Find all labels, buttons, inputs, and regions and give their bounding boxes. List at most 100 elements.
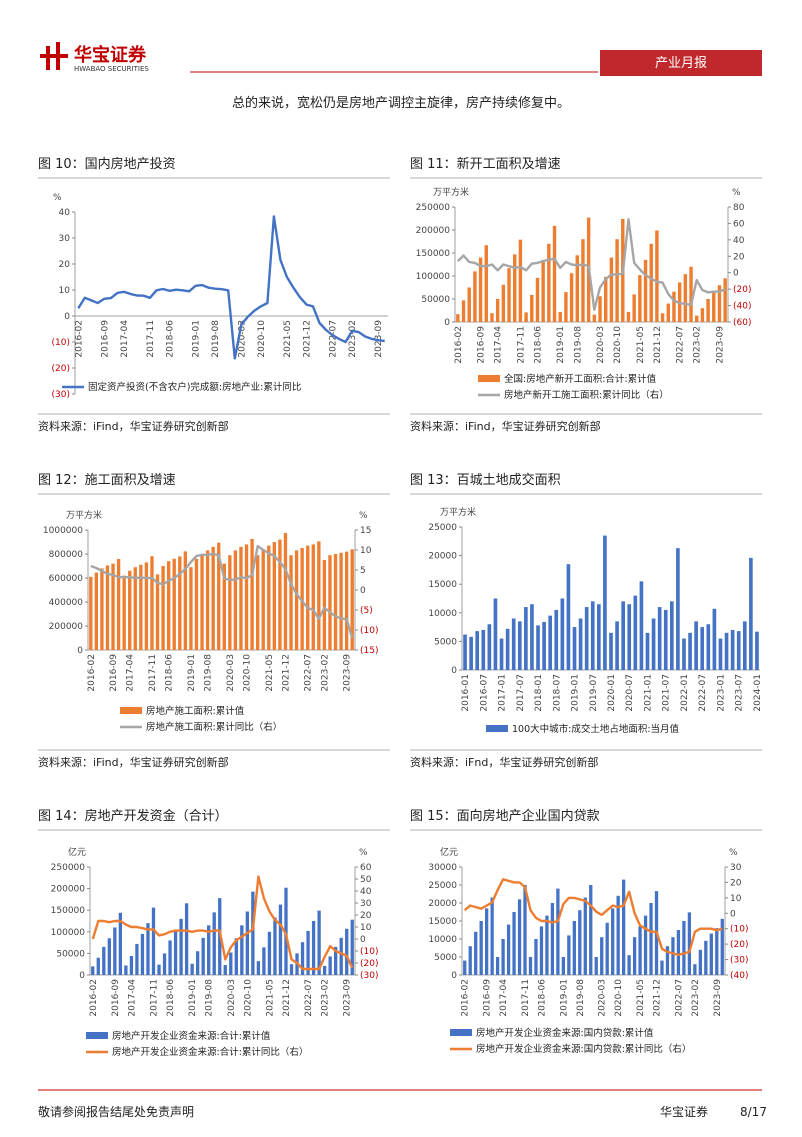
bar — [632, 294, 636, 322]
bar — [161, 566, 165, 650]
bar — [511, 618, 516, 670]
y2-tick-label: 10 — [730, 894, 742, 904]
bar — [244, 544, 249, 650]
bar — [611, 908, 615, 975]
y2-tick-label: 10 — [360, 546, 372, 556]
x-tick-label: 2021-05 — [283, 320, 293, 358]
y-tick-label: 600000 — [49, 574, 84, 584]
bar — [560, 598, 565, 670]
y2-tick-label: (10) — [730, 925, 748, 935]
x-tick-label: 2023-02 — [348, 320, 358, 358]
x-tick-label: 2022-07 — [676, 326, 686, 364]
bar — [539, 926, 544, 975]
bar — [155, 574, 160, 650]
bar — [189, 567, 193, 650]
figure-source: 资料来源：iFind，华宝证券研究创新部 — [410, 419, 601, 433]
bar — [534, 939, 538, 975]
x-tick-label: 2019-01 — [571, 674, 581, 712]
y-tick-label: 100000 — [51, 928, 86, 938]
bar — [682, 921, 686, 975]
bar — [146, 923, 150, 975]
y-tick-label: 40 — [59, 208, 71, 218]
bar — [621, 879, 626, 975]
x-tick-label: 2019-01 — [187, 654, 197, 692]
bar — [578, 910, 582, 975]
bar — [172, 558, 176, 650]
bar — [501, 939, 505, 975]
y-tick-label: 1000000 — [43, 526, 83, 536]
x-tick-label: 2019-01 — [188, 979, 198, 1017]
bar — [572, 627, 577, 670]
x-tick-label: 2020-10 — [243, 979, 253, 1017]
bar — [166, 561, 171, 650]
y-tick-label: 25000 — [428, 881, 457, 891]
bar — [223, 965, 227, 975]
legend-swatch — [450, 1029, 472, 1036]
y-tick-label: 25000 — [428, 523, 457, 533]
bar — [536, 625, 540, 670]
y-tick-label: 0 — [79, 971, 85, 981]
x-tick-label: 2020-03 — [226, 654, 236, 692]
bar — [552, 225, 557, 322]
bar — [655, 230, 659, 322]
bar — [649, 903, 653, 975]
bar — [255, 555, 260, 650]
y2-tick-label: 0 — [733, 269, 739, 279]
x-tick-label: 2020-03 — [598, 979, 608, 1017]
x-tick-label: 2016-02 — [87, 654, 97, 692]
x-tick-label: 2019-01 — [559, 979, 569, 1017]
x-tick-label: 2021-12 — [302, 320, 312, 358]
bar — [350, 919, 354, 975]
y-tick-label: 10 — [59, 286, 71, 296]
bar — [229, 952, 233, 975]
bar — [632, 937, 637, 975]
y-tick-label: 10000 — [428, 609, 457, 619]
x-tick-label: 2023-02 — [321, 979, 331, 1017]
bar — [200, 554, 204, 650]
bar — [251, 891, 255, 975]
bar — [139, 564, 143, 650]
x-tick-label: 2020-07 — [625, 674, 635, 712]
figure-source: 资料来源：iFind，华宝证券研究创新部 — [38, 755, 229, 769]
bar — [201, 937, 205, 975]
bar — [541, 259, 545, 322]
x-tick-label: 2020-10 — [614, 979, 624, 1017]
bar — [272, 542, 277, 650]
bar — [694, 621, 698, 670]
x-tick-label: 2021-05 — [636, 326, 646, 364]
y-tick-label: 400000 — [49, 598, 84, 608]
x-tick-label: 2018-01 — [534, 674, 544, 712]
bar — [616, 895, 620, 975]
bar — [456, 314, 460, 322]
legend-label: 房地产开发企业资金来源:合计:累计同比（右） — [112, 1046, 308, 1058]
bar — [196, 951, 200, 975]
y2-tick-label: 0 — [360, 935, 366, 945]
bar — [676, 548, 680, 670]
bar — [322, 965, 327, 975]
x-tick-label: 2019-08 — [204, 654, 214, 692]
bar — [542, 621, 546, 670]
y-tick-label: 20 — [59, 260, 71, 270]
bar — [479, 921, 483, 975]
bar — [140, 933, 145, 975]
x-tick-label: 2023-02 — [693, 326, 703, 364]
bar — [151, 907, 156, 975]
bar — [660, 313, 665, 322]
legend-label: 房地产开发企业资金来源:国内贷款:累计值 — [476, 1027, 654, 1039]
bar — [730, 629, 735, 670]
x-tick-label: 2022-07 — [329, 320, 339, 358]
line-series — [91, 875, 354, 971]
bar — [474, 931, 478, 975]
bar — [334, 946, 338, 975]
footer-disclaimer: 敬请参阅报告结尾处免责声明 — [38, 1104, 194, 1119]
logo — [40, 42, 68, 70]
bar — [328, 956, 332, 975]
y-tick-label: 30 — [59, 234, 71, 244]
bar — [239, 546, 243, 650]
x-tick-label: 2016-09 — [109, 654, 119, 692]
x-tick-label: 2020-03 — [227, 979, 237, 1017]
y-tick-label: 150000 — [51, 906, 86, 916]
bar — [339, 937, 343, 975]
x-tick-label: 2023-09 — [713, 979, 723, 1017]
y2-tick-label: 30 — [360, 899, 372, 909]
